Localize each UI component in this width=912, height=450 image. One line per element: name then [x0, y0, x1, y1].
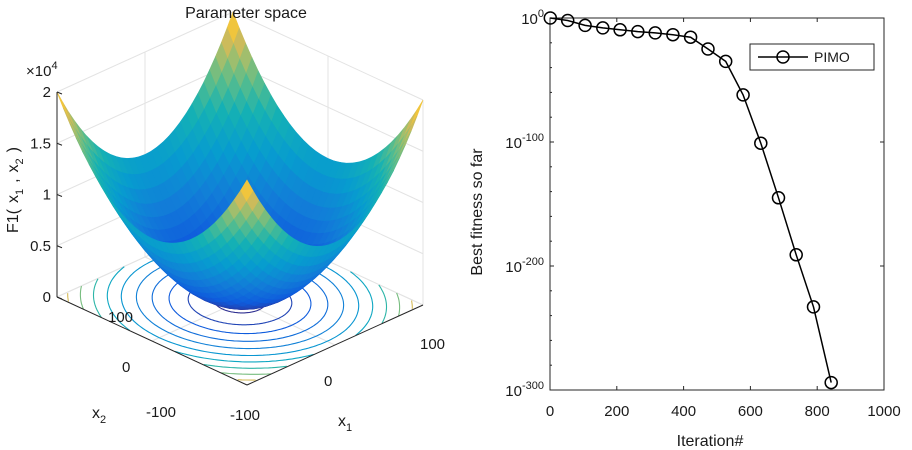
legend-label: PIMO — [814, 49, 850, 65]
data-point-marker — [596, 21, 610, 35]
data-point-marker — [543, 11, 558, 25]
x-tick-label: 0 — [546, 403, 554, 420]
series-markers-pimo — [543, 11, 838, 390]
z-axis-label: F1(x1,x2) — [5, 147, 26, 233]
data-point-marker — [613, 23, 627, 37]
legend: PIMO — [749, 43, 875, 71]
data-point-marker — [666, 27, 680, 42]
y-tick-label: -100 — [146, 404, 176, 421]
x-tick-label: 1000 — [867, 403, 900, 420]
surface-patch — [56, 91, 70, 119]
data-point-marker — [824, 375, 838, 390]
z-tick-label: 1 — [43, 187, 51, 204]
surface-mesh — [56, 11, 424, 310]
data-point-marker — [683, 30, 698, 44]
z-tick — [56, 142, 63, 146]
y-tick-label: 10-100 — [505, 132, 544, 152]
y-tick-label: 0 — [122, 359, 130, 376]
data-point-marker — [754, 136, 768, 150]
data-point-marker — [631, 24, 645, 39]
data-point-marker — [771, 191, 786, 205]
y-tick-label: 10-200 — [505, 256, 544, 276]
z-tick — [56, 245, 63, 249]
x-tick-label: 100 — [420, 336, 445, 353]
legend-marker — [776, 50, 790, 64]
data-point-marker — [789, 248, 803, 262]
y-tick-label: 10-300 — [505, 380, 544, 400]
z-tick-label: 2 — [43, 84, 51, 101]
surface-title: Parameter space — [185, 5, 307, 22]
tick-marks — [549, 17, 885, 391]
surface-patch — [410, 99, 424, 127]
surface-patch — [240, 179, 254, 202]
z-tick-label: 0 — [43, 289, 51, 306]
x-axis-label: Iteration# — [677, 433, 744, 450]
data-point-marker — [718, 54, 733, 69]
data-point-marker — [578, 18, 592, 33]
x-tick-label: -100 — [230, 407, 260, 424]
plot-area — [549, 17, 885, 391]
z-tick-labels: 0 0.5 1 1.5 2 — [30, 84, 63, 306]
y-axis-label: x2 — [92, 405, 106, 426]
data-point-marker — [560, 13, 575, 28]
x-tick-label: 400 — [671, 403, 696, 420]
z-tick-label: 1.5 — [30, 135, 51, 152]
convergence-plot: 0 200 400 600 800 1000 100 10-100 10-200 10-300 P… — [469, 8, 901, 450]
data-point-marker — [701, 42, 715, 56]
x-tick-label: 600 — [738, 403, 763, 420]
y-axis-label: Best fitness so far — [469, 148, 486, 276]
surface-patch — [62, 102, 76, 129]
data-point-marker — [648, 26, 662, 40]
z-tick-label: 0.5 — [30, 238, 51, 255]
y-tick-label: 100 — [521, 8, 544, 28]
surface-plot: Parameter space ×104 0 0.5 1 1.5 2 F1(x1,x2)… — [5, 5, 445, 434]
x-tick-label: 200 — [604, 403, 629, 420]
x-tick-label: 800 — [805, 403, 830, 420]
x-axis-line — [246, 304, 424, 386]
data-point-marker — [736, 88, 750, 102]
y-axis-line — [56, 296, 248, 386]
z-tick — [56, 91, 63, 95]
x-tick-label: 0 — [324, 373, 332, 390]
z-exponent: ×104 — [26, 60, 58, 80]
z-tick — [56, 194, 63, 197]
data-point-marker — [806, 300, 821, 314]
tick-labels: 0 200 400 600 800 1000 100 10-100 10-200 10-300 — [505, 8, 900, 420]
x-axis-label: x1 — [338, 413, 352, 434]
y-tick-label: 100 — [108, 309, 133, 326]
z-tick — [56, 296, 63, 300]
